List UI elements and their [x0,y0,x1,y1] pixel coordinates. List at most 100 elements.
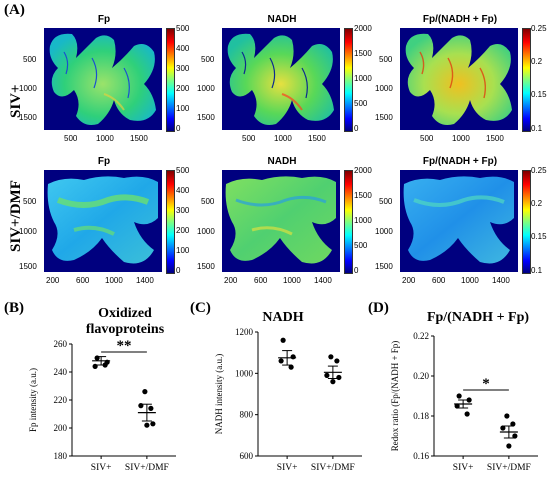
chart-c-title: NADH [262,310,304,325]
map4-xtick-1: 200 [46,276,60,285]
chart-d-point [512,433,518,439]
chart-b-ytick-label: 240 [54,367,68,377]
cb6-tick-2: 0.15 [531,232,547,241]
cb1-tick-0: 500 [176,24,190,33]
cb5-tick-2: 1000 [354,216,372,225]
chart-b-point [144,422,150,428]
panel-letter-c: (C) [190,300,211,316]
chart-d-title: Fp/(NADH + Fp) [426,310,530,325]
cb5-tick-1: 1500 [354,191,372,200]
chart-b-ylabel: Fp intensity (a.u.) [28,368,38,432]
cb1-tick-2: 300 [176,64,190,73]
chart-b-significance-stars: ** [117,338,132,354]
chart-d-point [510,421,516,427]
cb3-tick-3: 0.1 [531,124,543,133]
nadh-colorbar-siv-dmf [344,170,353,274]
cb5-tick-4: 0 [354,266,359,275]
cb1-tick-3: 200 [176,84,190,93]
chart-c-point [324,372,330,378]
chart-b-category-label: SIV+/DMF [125,463,169,473]
panel-letter-b: (B) [4,300,24,316]
map6-ytick-3: 1500 [375,262,393,271]
map2-ytick-2: 1000 [197,84,215,93]
cb2-tick-0: 2000 [354,24,372,33]
chart-d-category-label: SIV+/DMF [487,463,531,473]
chart-d-point [466,397,472,403]
chart-d-point [504,413,510,419]
chart-c-point [334,358,340,364]
chart-d-significance-stars: * [482,376,490,392]
map4-xtick-3: 1000 [105,276,123,285]
cb1-tick-4: 100 [176,104,190,113]
map-title-ratio-2: Fp/(NADH + Fp) [422,156,498,167]
map4-ytick-3: 1500 [19,262,37,271]
chart-c-ytick-label: 1000 [235,368,254,378]
cb2-tick-3: 500 [354,99,368,108]
map5-xtick-2: 600 [254,276,268,285]
map6-xtick-1: 200 [402,276,416,285]
panel-letter-a: (A) [4,2,25,18]
chart-c-category-label: SIV+ [277,463,298,473]
chart-d-point [464,411,470,417]
chart-c-point [288,364,294,370]
cb5-tick-0: 2000 [354,166,372,175]
map3-ytick-2: 1000 [375,84,393,93]
map-title-nadh-2: NADH [267,156,297,167]
chart-b-ytick-label: 220 [54,395,68,405]
chart-d-point [454,403,460,409]
cb1-tick-5: 0 [176,124,181,133]
chart-c-ytick-label: 600 [240,451,254,461]
cb2-tick-1: 1500 [354,49,372,58]
map1-xtick-2: 1000 [96,134,114,143]
ratio-colorbar-siv [522,28,531,132]
cb2-tick-2: 1000 [354,74,372,83]
chart-b-title: Oxidized flavoproteins [85,306,165,337]
map3-xtick-3: 1500 [486,134,504,143]
map1-ytick-3: 1500 [19,113,37,122]
cb1-tick-1: 400 [176,44,190,53]
map6-xtick-4: 1400 [492,276,510,285]
chart-b-category-label: SIV+ [91,463,112,473]
cb4-tick-4: 100 [176,246,190,255]
map6-ytick-2: 1000 [375,227,393,236]
fp-colorbar-siv-dmf [166,170,175,274]
map-title-fp-2: Fp [97,156,111,167]
cb4-tick-0: 500 [176,166,190,175]
fp-colorbar-siv [166,28,175,132]
cb6-tick-1: 0.2 [531,199,543,208]
chart-c-point [328,354,334,360]
chart-c-ytick-label: 1200 [235,327,254,337]
chart-d-point [500,425,506,431]
nadh-map-siv [222,28,340,130]
map6-xtick-2: 600 [432,276,446,285]
map6-xtick-3: 1000 [461,276,479,285]
chart-c-category-label: SIV+/DMF [311,463,355,473]
chart-c-ylabel: NADH intensity (a.u.) [214,354,224,435]
fp-map-siv-dmf [44,170,162,272]
chart-d-ytick-label: 0.16 [413,451,429,461]
ratio-map-siv [400,28,518,130]
map3-ytick-3: 1500 [375,113,393,122]
chart-b-ytick-label: 180 [54,451,68,461]
cb2-tick-4: 0 [354,124,359,133]
cb5-tick-3: 500 [354,241,368,250]
map5-ytick-3: 1500 [197,262,215,271]
map4-xtick-4: 1400 [136,276,154,285]
map3-xtick-1: 500 [420,134,434,143]
map-title-nadh-1: NADH [267,14,297,25]
cb4-tick-2: 300 [176,206,190,215]
nadh-colorbar-siv [344,28,353,132]
map2-xtick-2: 1000 [274,134,292,143]
map2-xtick-3: 1500 [308,134,326,143]
fp-map-siv [44,28,162,130]
map6-ytick-1: 500 [379,197,393,206]
cb6-tick-0: 0.25 [531,166,547,175]
cb3-tick-0: 0.25 [531,24,547,33]
map2-ytick-1: 500 [201,55,215,64]
chart-b-point [142,389,148,395]
chart-b-point [150,421,156,427]
map1-ytick-1: 500 [23,55,37,64]
map5-ytick-1: 500 [201,197,215,206]
map-title-ratio-1: Fp/(NADH + Fp) [422,14,498,25]
ratio-colorbar-siv-dmf [522,170,531,274]
